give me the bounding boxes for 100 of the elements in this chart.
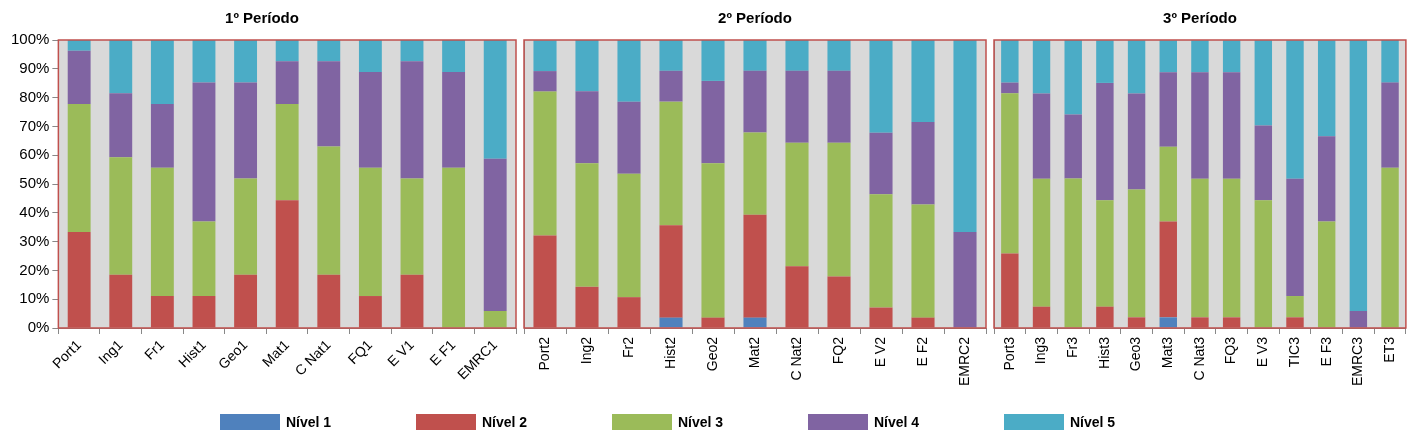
- bar: [358, 40, 382, 72]
- bar: [701, 80, 725, 164]
- x-tick-label: Hist3: [1095, 336, 1112, 369]
- bar: [659, 101, 683, 226]
- x-tick-label: Geo3: [1127, 336, 1144, 372]
- legend-label: Nível 2: [482, 414, 528, 430]
- bar: [1191, 72, 1209, 179]
- bar: [1159, 72, 1177, 147]
- x-tick-label: Port2: [535, 336, 552, 371]
- bar: [533, 91, 557, 236]
- bar: [483, 311, 507, 328]
- bar: [743, 214, 767, 318]
- bar: [1191, 40, 1209, 73]
- x-tick-label: E F2: [913, 336, 930, 367]
- bar: [1381, 167, 1399, 328]
- bar: [827, 142, 851, 277]
- bar: [442, 167, 466, 328]
- bar: [192, 82, 216, 222]
- bar: [827, 40, 851, 71]
- bar: [785, 70, 809, 143]
- bar: [1032, 40, 1051, 94]
- bar: [1127, 189, 1146, 318]
- bar: [743, 40, 767, 71]
- bar: [442, 71, 466, 168]
- bar: [1159, 221, 1177, 318]
- x-tick-label: Port3: [1000, 336, 1017, 371]
- x-tick-label: C Nat3: [1190, 336, 1207, 381]
- bar: [659, 317, 683, 328]
- bar: [150, 103, 174, 168]
- bar: [1222, 40, 1241, 73]
- bar: [1317, 136, 1336, 222]
- chart-title: 3º Período: [1163, 9, 1237, 27]
- y-tick-label: 100%: [10, 30, 50, 48]
- bar: [785, 40, 809, 71]
- x-tick-label: E F1: [426, 336, 459, 369]
- x-tick-label: E V1: [384, 336, 417, 370]
- bar: [1127, 40, 1146, 94]
- bar: [67, 103, 91, 233]
- bar: [400, 61, 424, 179]
- y-tick-label: 30%: [19, 231, 50, 249]
- x-tick-label: ET3: [1380, 336, 1397, 363]
- y-tick-label: 80%: [19, 87, 50, 105]
- x-tick-label: EMRC3: [1349, 336, 1366, 387]
- x-tick-label: Ing2: [577, 336, 594, 365]
- bar: [1064, 178, 1082, 328]
- bar: [743, 70, 767, 133]
- bar: [275, 61, 299, 104]
- bar: [533, 40, 557, 72]
- bar: [150, 40, 174, 104]
- bar: [701, 163, 725, 318]
- bar: [743, 132, 767, 215]
- bar: [1381, 40, 1399, 83]
- bar: [743, 317, 767, 328]
- bar: [1191, 178, 1209, 318]
- bar: [659, 70, 683, 102]
- bar: [1001, 82, 1019, 94]
- bar: [575, 40, 599, 92]
- bar: [659, 40, 683, 71]
- bar: [1349, 311, 1368, 328]
- bar: [1096, 82, 1114, 201]
- bar: [358, 167, 382, 297]
- y-tick-label: 40%: [19, 202, 50, 220]
- bar: [234, 82, 258, 179]
- x-tick-label: Fr1: [141, 336, 168, 363]
- legend-label: Nível 5: [1070, 414, 1116, 430]
- bar: [150, 167, 174, 297]
- x-tick-label: Mat2: [745, 336, 762, 369]
- bar: [1127, 93, 1146, 190]
- bar: [869, 132, 893, 195]
- bar: [785, 142, 809, 267]
- x-tick-label: FQ1: [344, 336, 376, 368]
- bar: [1032, 93, 1051, 179]
- x-tick-label: Ing1: [95, 336, 126, 368]
- bar: [1317, 40, 1336, 137]
- bar: [275, 103, 299, 201]
- bar: [617, 173, 641, 298]
- x-tick-label: Fr2: [619, 336, 636, 358]
- bar: [109, 93, 133, 158]
- bar: [659, 225, 683, 318]
- x-tick-label: FQ3: [1222, 336, 1239, 365]
- y-tick-label: 70%: [19, 116, 50, 134]
- bar: [1159, 317, 1177, 328]
- bar: [442, 40, 466, 72]
- bar: [1254, 125, 1273, 201]
- bar: [953, 40, 977, 233]
- x-tick-label: E V3: [1254, 336, 1271, 368]
- x-tick-label: E F3: [1317, 336, 1334, 367]
- bar: [1222, 72, 1241, 179]
- bar: [234, 40, 258, 83]
- bar: [911, 122, 935, 205]
- bar: [109, 157, 133, 275]
- bar: [67, 40, 91, 51]
- bar: [1381, 82, 1399, 168]
- legend-label: Nível 1: [286, 414, 332, 430]
- chart-title: 2º Período: [718, 9, 792, 27]
- bar: [1001, 40, 1019, 83]
- y-tick-label: 90%: [19, 58, 50, 76]
- bar: [1254, 200, 1273, 328]
- x-tick-label: FQ2: [829, 336, 846, 365]
- bar: [1159, 146, 1177, 222]
